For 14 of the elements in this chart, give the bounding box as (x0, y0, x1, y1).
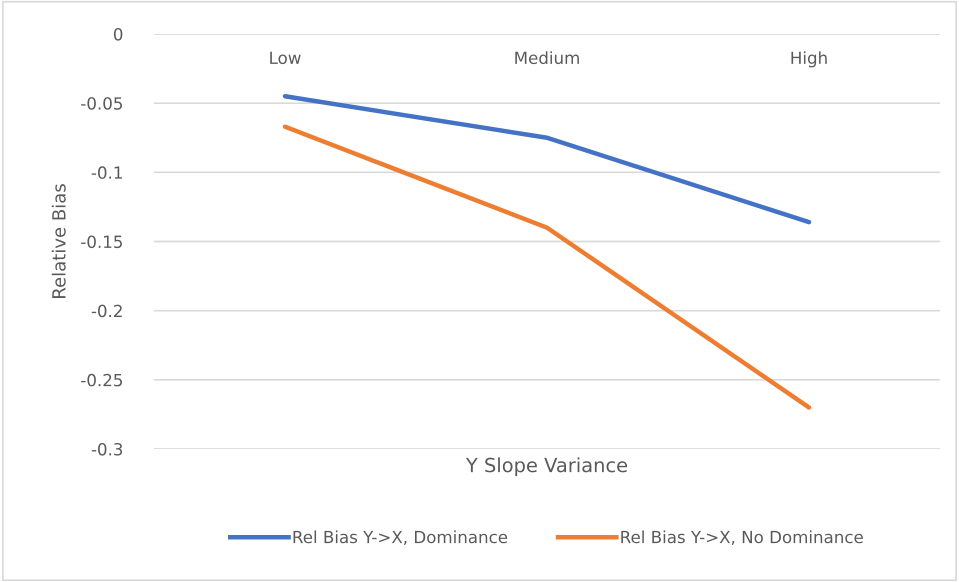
y-tick-label: -0.1 (92, 166, 122, 179)
legend-label: Rel Bias Y->X, Dominance (294, 530, 508, 545)
y-axis-title: Relative Bias (52, 184, 66, 298)
legend-label: Rel Bias Y->X, No Dominance (621, 530, 863, 545)
y-tick-label: -0.3 (92, 442, 122, 456)
y-tick-label: -0.25 (81, 374, 122, 386)
x-axis-title: Y Slope Variance (466, 457, 628, 476)
x-tick-label: Low (270, 52, 301, 64)
y-tick-label: -0.05 (81, 97, 122, 110)
x-tick-label: Medium (515, 51, 579, 64)
y-tick-label: 0 (114, 28, 122, 41)
y-tick-label: -0.15 (81, 235, 122, 248)
x-tick-label: High (791, 51, 827, 68)
y-tick-label: -0.2 (92, 304, 122, 318)
